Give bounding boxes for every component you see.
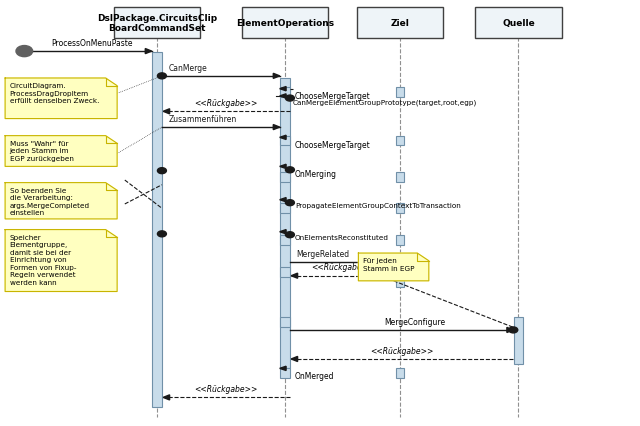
Bar [515,317,523,364]
Bar [280,236,290,245]
Polygon shape [273,74,280,79]
Circle shape [285,200,294,206]
Text: ProcessOnMenuPaste: ProcessOnMenuPaste [51,39,133,48]
Polygon shape [358,253,429,281]
Circle shape [285,232,294,238]
Bar [280,79,290,368]
Circle shape [16,46,33,58]
Polygon shape [5,230,117,292]
Bar [242,8,328,39]
Bar [280,88,290,98]
Bar [114,8,200,39]
Bar [396,88,404,98]
Text: <<Rückgabe>>: <<Rückgabe>> [370,346,433,355]
Text: CanMergeElementGroupPrototype(target,root,egp): CanMergeElementGroupPrototype(target,roo… [293,99,477,106]
Bar [476,8,562,39]
Polygon shape [280,230,286,234]
Polygon shape [291,273,298,279]
Circle shape [157,74,166,80]
Bar [280,172,290,182]
Polygon shape [5,183,117,219]
Text: CanMerge: CanMerge [168,63,207,72]
Text: ElementOperations: ElementOperations [236,19,334,28]
Text: <<Rückgabe>>: <<Rückgabe>> [194,384,258,393]
Bar [280,136,290,146]
Circle shape [157,231,166,237]
Bar [396,172,404,182]
Text: OnMerging: OnMerging [295,170,337,178]
Text: Muss "Wahr" für
jeden Stamm im
EGP zurückgeben: Muss "Wahr" für jeden Stamm im EGP zurüc… [10,141,74,161]
Bar [396,368,404,378]
Bar [280,368,290,378]
Polygon shape [280,136,286,140]
Text: PropagateElementGroupContextToTransaction: PropagateElementGroupContextToTransactio… [295,203,461,209]
Text: DslPackage.CircuitsClip
BoardCommandSet: DslPackage.CircuitsClip BoardCommandSet [97,14,217,33]
Circle shape [509,327,518,333]
Bar [357,8,444,39]
Polygon shape [507,328,513,333]
Text: Zusammenführen: Zusammenführen [168,115,237,124]
Text: OnMerged: OnMerged [295,371,335,380]
Polygon shape [5,136,117,167]
Text: OnElementsReconstituted: OnElementsReconstituted [295,235,389,241]
Polygon shape [388,260,395,265]
Polygon shape [280,95,286,99]
Polygon shape [280,165,286,169]
Circle shape [285,96,294,102]
Text: ChooseMergeTarget: ChooseMergeTarget [295,92,371,101]
Polygon shape [280,87,286,92]
Text: So beenden Sie
die Verarbeitung:
args.MergeCompleted
einstellen: So beenden Sie die Verarbeitung: args.Me… [10,187,90,216]
Bar [280,268,290,277]
Circle shape [157,168,166,174]
Text: Ziel: Ziel [390,19,410,28]
Polygon shape [280,366,286,371]
Text: Für jeden
Stamm in EGP: Für jeden Stamm in EGP [363,258,414,271]
Bar [396,268,404,288]
Polygon shape [291,357,298,362]
Bar [152,53,162,407]
Bar [396,236,404,245]
Text: <<Rückgabe>>: <<Rückgabe>> [310,263,374,272]
Polygon shape [5,79,117,119]
Text: <<Rückgabe>>: <<Rückgabe>> [194,99,258,108]
Text: ChooseMergeTarget: ChooseMergeTarget [295,141,371,150]
Text: Speicher
Elementgruppe,
damit sie bei der
Einrichtung von
Formen von Fixup-
Rege: Speicher Elementgruppe, damit sie bei de… [10,234,76,285]
Polygon shape [273,125,280,130]
Text: Quelle: Quelle [502,19,535,28]
Bar [396,136,404,146]
Polygon shape [163,395,170,400]
Text: MergeConfigure: MergeConfigure [384,317,445,326]
Bar [280,204,290,214]
Bar [280,317,290,327]
Polygon shape [280,198,286,202]
Text: MergeRelated: MergeRelated [296,250,349,259]
Polygon shape [145,49,152,55]
Polygon shape [163,109,170,115]
Bar [396,204,404,214]
Circle shape [285,167,294,173]
Text: CircuitDiagram.
ProcessDragDropItem
erfüllt denselben Zweck.: CircuitDiagram. ProcessDragDropItem erfü… [10,83,99,104]
